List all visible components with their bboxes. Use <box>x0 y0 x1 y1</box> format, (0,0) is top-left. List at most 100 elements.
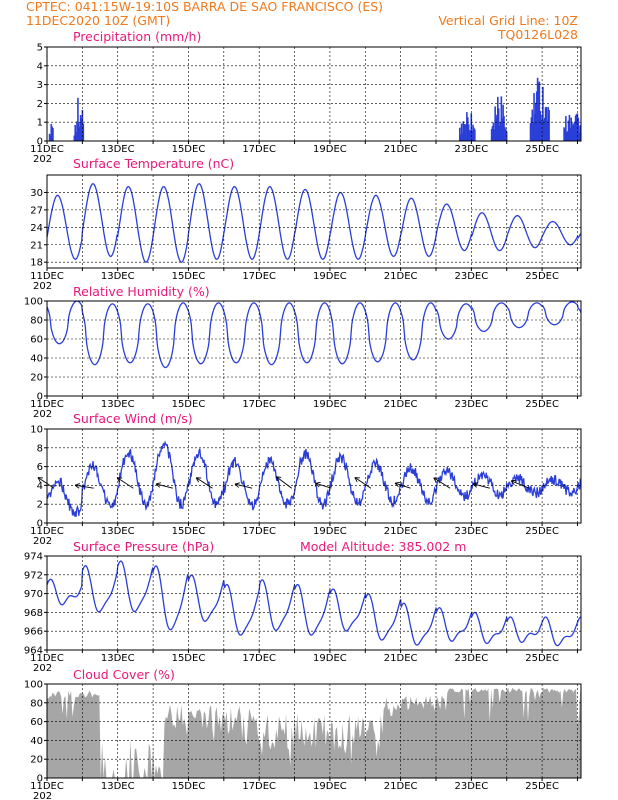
panel-1-xtick-label: 11DEC <box>30 144 64 155</box>
panel-1-xtick-label: 17DEC <box>242 144 276 155</box>
panel-6-xtick-label: 13DEC <box>101 781 135 792</box>
panel-4-ytick-label: 0 <box>37 519 43 530</box>
precip-bar <box>493 129 496 141</box>
precip-bar <box>494 106 496 141</box>
panel-5-xtick-label: 19DEC <box>313 653 347 664</box>
panel-5-xtick-label: 23DEC <box>455 653 489 664</box>
wind-arrow <box>116 477 134 489</box>
precip-bar <box>74 124 77 141</box>
panel-6-year-label: 202 <box>33 791 52 800</box>
panel-2-series-line <box>47 182 581 263</box>
header-date: 11DEC2020 10Z (GMT) <box>26 13 170 28</box>
precip-bar <box>464 124 466 141</box>
panel-2-ytick-label: 27 <box>30 205 43 216</box>
precip-bar <box>568 114 571 141</box>
panel-5-ytick-label: 966 <box>24 627 43 638</box>
panel-3-xtick-label: 23DEC <box>455 399 489 410</box>
panel-5-ytick-label: 970 <box>24 589 43 600</box>
panel-6-ytick-label: 40 <box>30 736 43 747</box>
panel-4-year-label: 202 <box>33 536 52 547</box>
panel-5-xtick-label: 21DEC <box>384 653 418 664</box>
panel-4-ytick-label: 8 <box>37 443 43 454</box>
panel-1-xtick-label: 21DEC <box>384 144 418 155</box>
precip-bar <box>82 123 85 141</box>
panel-3-ytick-label: 100 <box>24 297 43 308</box>
precip-bar <box>563 127 565 141</box>
panel-3-xtick-label: 25DEC <box>525 399 559 410</box>
precip-bar <box>79 115 82 141</box>
wind-arrow <box>234 483 253 489</box>
precip-bar <box>497 96 499 141</box>
panel-6-ytick-label: 100 <box>24 680 43 691</box>
panel-1-xtick-label: 25DEC <box>525 144 559 155</box>
panel-1-title: Precipitation (mm/h) <box>73 29 201 44</box>
panel-2-xtick-label: 11DEC <box>30 271 64 282</box>
precip-bar <box>539 111 542 141</box>
wind-arrow-head <box>315 481 321 488</box>
precip-bar <box>472 124 474 141</box>
precip-bar <box>469 130 472 141</box>
precip-bar <box>498 125 501 141</box>
wind-arrow <box>315 482 332 489</box>
panel-5-ytick-label: 968 <box>24 608 43 619</box>
precip-bar <box>474 129 476 141</box>
precip-bar <box>473 127 475 141</box>
panel-4-ytick-label: 2 <box>37 500 43 511</box>
precip-bar <box>565 116 567 141</box>
panel-6-xtick-label: 17DEC <box>242 781 276 792</box>
panel-6-ytick-label: 60 <box>30 717 43 728</box>
precip-bar <box>540 119 542 141</box>
precip-bar <box>542 86 544 141</box>
precip-bar <box>497 108 500 141</box>
precip-bar <box>496 114 498 141</box>
precip-bar <box>459 134 462 141</box>
precip-bar <box>543 117 546 141</box>
precip-bar <box>492 122 495 141</box>
precip-bar <box>573 125 575 141</box>
panel-5-title: Surface Pressure (hPa) <box>73 539 214 554</box>
panel-5-ytick-label: 972 <box>24 570 43 581</box>
precip-bar <box>570 117 572 141</box>
panel-1-ytick-label: 3 <box>37 80 43 91</box>
panel-2-year-label: 202 <box>33 281 52 292</box>
panel-3-xtick-label: 21DEC <box>384 399 418 410</box>
wind-arrow <box>276 476 292 489</box>
wind-arrow-head <box>195 477 202 483</box>
panel-3-frame <box>46 300 582 397</box>
precip-bar <box>499 122 502 141</box>
panel-5-xtick-label: 11DEC <box>30 653 64 664</box>
panel-3-ytick-label: 20 <box>30 373 43 384</box>
precip-bar <box>567 120 570 141</box>
precip-bar <box>490 128 493 141</box>
panel-1-ytick-label: 4 <box>37 61 43 72</box>
panel-4-title: Surface Wind (m/s) <box>73 411 193 426</box>
panel-3-ytick-label: 80 <box>30 316 43 327</box>
precip-bar <box>80 118 83 141</box>
panel-6-xtick-label: 19DEC <box>313 781 347 792</box>
panel-6-frame <box>46 683 582 779</box>
panel-4-series-line <box>47 440 581 517</box>
precip-bar <box>529 123 532 141</box>
panel-5-xtick-label: 15DEC <box>172 653 206 664</box>
panel-5-xtick-label: 25DEC <box>525 653 559 664</box>
panel-6-xtick-label: 23DEC <box>455 781 489 792</box>
wind-arrow <box>37 477 55 489</box>
panel-3-ytick-label: 0 <box>37 392 43 403</box>
precip-bar <box>537 83 540 141</box>
panel-4-ytick-label: 10 <box>30 425 43 436</box>
precip-bar <box>49 135 52 141</box>
panel-2-ytick-label: 21 <box>30 240 43 251</box>
precip-bar <box>461 133 464 141</box>
panel-3-series-line <box>47 301 581 369</box>
precip-bar <box>503 116 505 141</box>
precip-bar <box>565 132 568 141</box>
precip-bar <box>73 135 76 141</box>
wind-arrow <box>394 482 411 489</box>
wind-arrow-head <box>510 479 517 486</box>
precip-bar <box>577 117 580 141</box>
panel-4-xtick-label: 13DEC <box>101 526 135 537</box>
panel-4-xtick-label: 19DEC <box>313 526 347 537</box>
wind-arrow <box>155 483 174 489</box>
precip-bar <box>77 97 79 141</box>
